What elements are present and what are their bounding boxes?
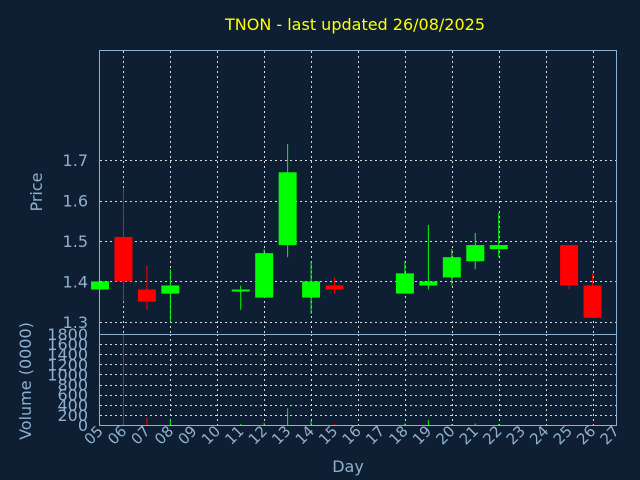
x-tick-label: 12 — [245, 422, 271, 448]
volume-tick-label: 1600 — [47, 335, 88, 354]
x-tick-label: 11 — [221, 422, 247, 448]
x-tick-label: 26 — [573, 422, 599, 448]
candle-body — [161, 285, 180, 294]
price-tick-label: 1.3 — [63, 313, 88, 332]
candle-body — [419, 281, 438, 286]
volume-tick-label: 600 — [57, 386, 88, 405]
candle-body — [583, 285, 602, 318]
volume-tick-label: 200 — [57, 406, 88, 425]
x-tick-label: 22 — [479, 422, 505, 448]
candle-body — [278, 172, 297, 246]
x-tick-label: 21 — [456, 422, 482, 448]
candle-body — [325, 285, 344, 290]
candle-body — [302, 281, 321, 298]
candle-body — [255, 253, 274, 298]
volume-bars — [99, 334, 594, 425]
candle-body — [137, 289, 156, 302]
x-tick-label: 15 — [315, 422, 341, 448]
candle-body — [442, 257, 461, 278]
volume-axis-label: Volume (0000) — [16, 322, 35, 440]
volume-panel-frame — [99, 334, 617, 426]
x-tick-label: 27 — [597, 422, 623, 448]
candle-body — [466, 245, 485, 262]
volume-tick-label: 800 — [57, 376, 88, 395]
chart-title: TNON - last updated 26/08/2025 — [224, 15, 485, 34]
x-tick-label: 24 — [526, 422, 552, 448]
price-tick-label: 1.4 — [63, 272, 88, 291]
price-tick-label: 1.6 — [63, 192, 88, 211]
volume-tick-label: 1200 — [47, 355, 88, 374]
volume-tick-label: 0 — [78, 416, 88, 435]
x-tick-label: 25 — [550, 422, 576, 448]
x-tick-label: 17 — [362, 422, 388, 448]
x-axis-label: Day — [332, 457, 364, 476]
volume-tick-label: 1000 — [47, 365, 88, 384]
price-tick-label: 1.7 — [63, 151, 88, 170]
x-tick-label: 18 — [386, 422, 412, 448]
candle-body — [231, 289, 250, 292]
x-tick-label: 16 — [339, 422, 365, 448]
candle-body — [114, 236, 133, 282]
x-tick-label: 14 — [292, 422, 318, 448]
x-tick-label: 13 — [268, 422, 294, 448]
candles — [91, 143, 602, 322]
price-tick-label: 1.5 — [63, 232, 88, 251]
candle-body — [489, 245, 508, 250]
x-tick-label: 07 — [128, 422, 154, 448]
price-tick-labels: 1.3 1.4 1.5 1.6 1.7 — [63, 151, 88, 332]
x-tick-label: 08 — [151, 422, 177, 448]
candle-body — [395, 273, 414, 294]
price-axis-label: Price — [27, 172, 46, 211]
volume-tick-label: 1400 — [47, 345, 88, 364]
volume-grid — [100, 334, 616, 425]
candle-body — [560, 245, 579, 286]
volume-tick-label: 1800 — [47, 325, 88, 344]
x-tick-label: 10 — [198, 422, 224, 448]
x-tick-label: 19 — [409, 422, 435, 448]
x-tick-label: 20 — [432, 422, 458, 448]
volume-tick-label: 400 — [57, 396, 88, 415]
x-tick-label: 23 — [503, 422, 529, 448]
x-tick-labels: 0506070809101112131415161718192021222324… — [81, 422, 623, 448]
x-tick-label: 09 — [174, 422, 200, 448]
x-tick-label: 06 — [104, 422, 130, 448]
